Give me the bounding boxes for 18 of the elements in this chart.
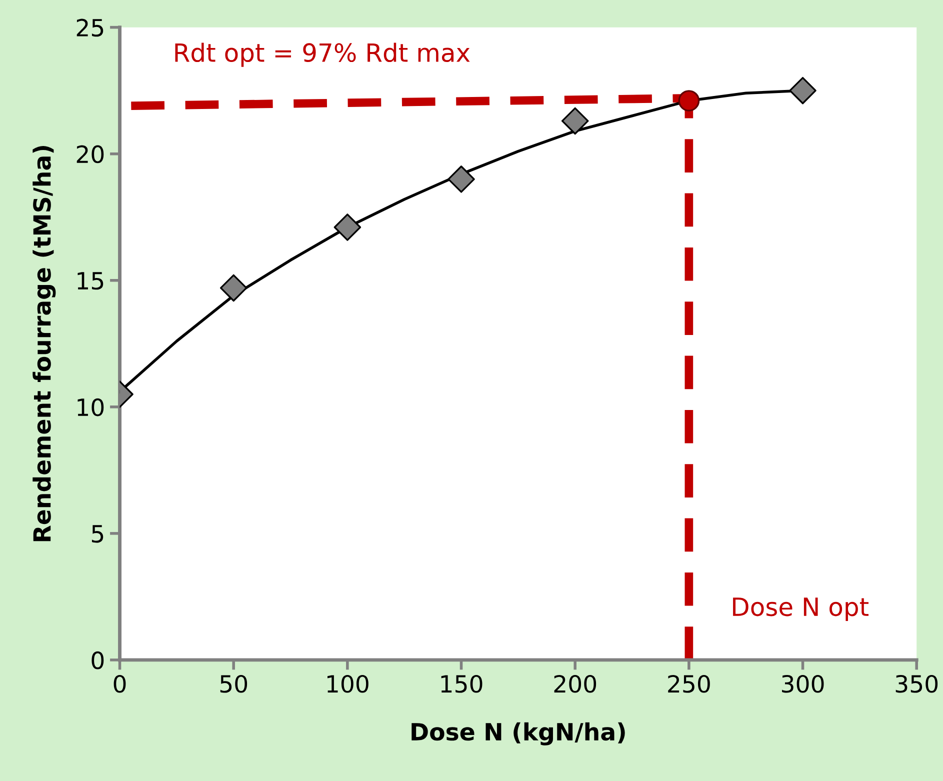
annotation: Dose N opt: [733, 598, 869, 622]
y-tick-label: 5: [92, 525, 104, 543]
annotation: Rdt opt = 97% Rdt max: [175, 42, 470, 67]
y-axis-title: Rendement fourrage (tMS/ha): [32, 146, 56, 542]
x-axis-title: Dose N (kgN/ha): [412, 722, 625, 746]
y-tick-label: 25: [76, 18, 104, 37]
x-tick-label: 150: [441, 674, 482, 693]
x-tick-label: 350: [896, 674, 938, 693]
x-tick-label: 100: [327, 674, 368, 693]
y-tick-label: 20: [76, 145, 104, 164]
x-tick-label: 200: [554, 674, 596, 693]
y-tick-label: 15: [78, 272, 104, 290]
x-tick-label: 250: [668, 674, 710, 693]
y-tick-label: 10: [78, 398, 104, 416]
x-tick-label: 50: [220, 674, 248, 693]
y-tick-label: 0: [92, 651, 104, 670]
x-tick-label: 300: [782, 674, 824, 693]
x-tick-label: 0: [114, 674, 126, 693]
